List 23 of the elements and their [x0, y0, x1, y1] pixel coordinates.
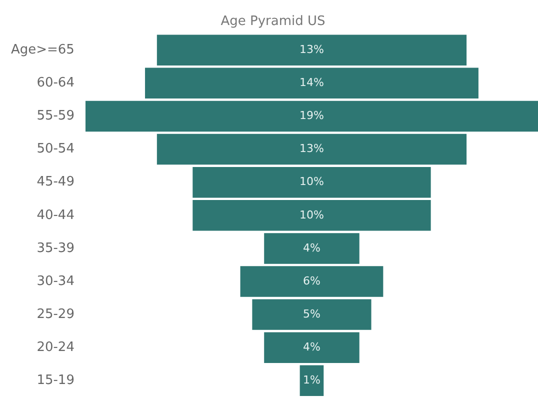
category-label: 20-24 — [36, 340, 74, 355]
data-label: 6% — [303, 274, 320, 288]
category-label: 35-39 — [36, 240, 74, 256]
data-label: 1% — [303, 374, 320, 387]
data-label: 10% — [300, 175, 324, 188]
data-label: 14% — [300, 76, 324, 90]
category-label: 25-29 — [36, 306, 74, 322]
category-label: 40-44 — [36, 208, 74, 223]
data-label: 5% — [303, 307, 320, 320]
category-label: 55-59 — [36, 108, 74, 124]
text: Age Pyramid US — [220, 14, 326, 30]
data-label: 4% — [303, 241, 320, 254]
category-label: 15-19 — [36, 373, 74, 388]
data-label: 13% — [300, 42, 324, 56]
category-label: 60-64 — [36, 76, 74, 91]
data-label: 13% — [300, 142, 324, 156]
data-label: 10% — [300, 208, 324, 222]
category-label: 50-54 — [36, 142, 74, 157]
data-label: 4% — [303, 340, 320, 354]
category-label: 45-49 — [36, 174, 74, 190]
category-label: Age>=65 — [10, 42, 74, 58]
data-label: 19% — [300, 109, 324, 122]
category-label: 30-34 — [36, 274, 74, 289]
